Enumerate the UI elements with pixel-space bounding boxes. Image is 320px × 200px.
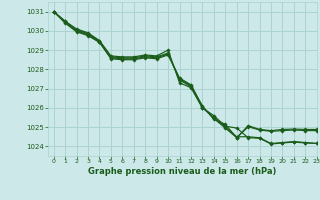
X-axis label: Graphe pression niveau de la mer (hPa): Graphe pression niveau de la mer (hPa) <box>88 167 276 176</box>
